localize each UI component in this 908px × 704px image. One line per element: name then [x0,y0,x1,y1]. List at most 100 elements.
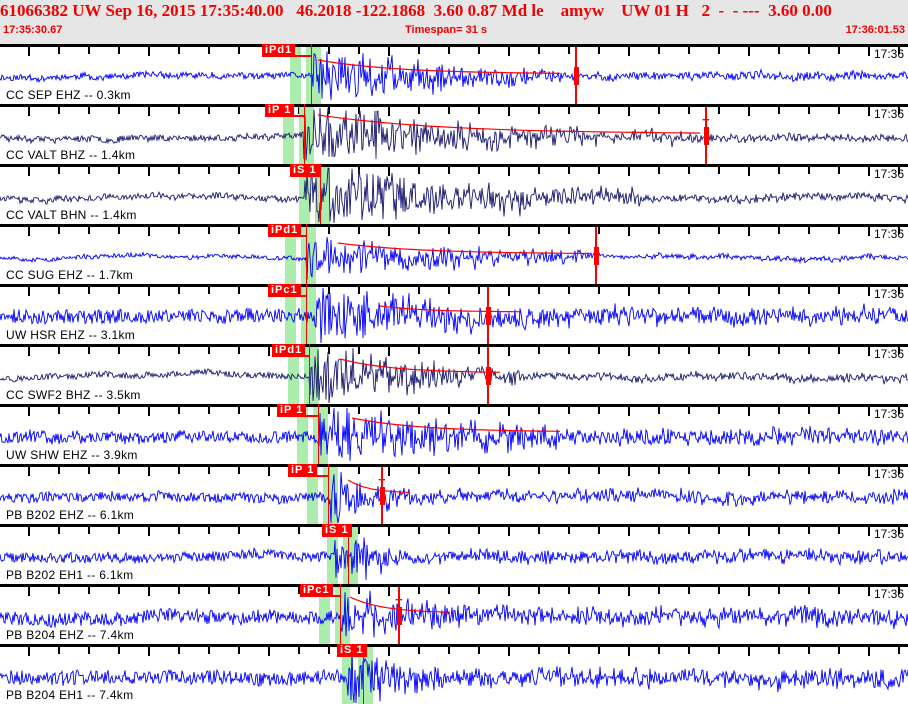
tick-mark [568,107,570,114]
coda-decay-line [379,305,520,313]
phase-pick-flag[interactable]: iPc1 [268,284,301,297]
pick-flag-underline [288,475,328,477]
tick-mark [118,587,120,594]
waveform-area[interactable]: + [0,587,908,644]
waveform-area[interactable] [0,167,908,224]
waveform-area[interactable] [0,647,908,704]
tick-mark [268,587,270,596]
coda-decay-line [317,59,561,74]
tick-mark [718,407,720,414]
phase-window-highlight [285,227,296,284]
phase-pick-line[interactable] [304,107,305,164]
tick-mark [658,287,660,294]
waveform-area[interactable] [0,227,908,284]
tick-mark [58,167,60,174]
tick-mark [88,587,90,594]
axis-time-label: 17:36 [873,407,904,421]
trace-row[interactable]: iS 1 PB B202 EH1 -- 6.1km 17:36 [0,524,908,584]
phase-pick-flag[interactable]: iP 1 [265,104,295,117]
phase-pick-flag[interactable]: iS 1 [337,644,367,657]
tick-mark [148,587,150,596]
phase-pick-line[interactable] [328,467,329,524]
coda-plus-icon: + [378,472,386,487]
tick-mark [418,167,420,174]
tick-mark [658,407,660,414]
tick-mark [238,227,240,234]
waveform-area[interactable] [0,347,908,404]
phase-pick-line[interactable] [340,587,341,644]
tick-mark [808,527,810,534]
phase-pick-line[interactable] [309,347,310,404]
trace-row[interactable]: iPc1 UW HSR EHZ -- 3.1km 17:36 [0,284,908,344]
waveform-area[interactable]: + [0,467,908,524]
trace-row[interactable]: iPd1 CC SWF2 BHZ -- 3.5km 17:36 [0,344,908,404]
phase-pick-line[interactable] [363,647,364,704]
trace-row[interactable]: iS 1 PB B204 EH1 -- 7.4km [0,644,908,704]
waveform-area[interactable] [0,47,908,104]
phase-pick-flag[interactable]: iS 1 [290,164,320,177]
tick-mark [658,167,660,174]
trace-row[interactable]: + iP 1 PB B202 EHZ -- 6.1km 17:36 [0,464,908,524]
phase-pick-flag[interactable]: iPd1 [262,44,296,57]
tick-mark [478,347,480,354]
waveform-area[interactable] [0,527,908,584]
tick-mark [58,347,60,354]
phase-pick-line[interactable] [306,287,307,344]
tick-mark [88,287,90,294]
tick-mark [58,107,60,114]
phase-pick-flag[interactable]: iP 1 [288,464,318,477]
pick-flag-underline [272,355,309,357]
trace-row[interactable]: iPd1 CC SUG EHZ -- 1.7km 17:36 [0,224,908,284]
trace-row[interactable]: + iP 1 CC VALT BHZ -- 1.4km 17:36 [0,104,908,164]
tick-mark [388,527,390,536]
phase-pick-line[interactable] [348,527,349,584]
waveform-area[interactable] [0,407,908,464]
tick-mark [658,527,660,534]
tick-mark [418,287,420,294]
tick-mark [598,467,600,474]
tick-mark [718,227,720,234]
tick-mark [448,587,450,594]
tick-mark [808,467,810,474]
trace-row[interactable]: iPd1 CC SEP EHZ -- 0.3km 17:36 [0,44,908,104]
phase-pick-flag[interactable]: iPc1 [300,584,333,597]
pick-flag-connector [328,464,329,477]
tick-mark [328,287,330,294]
pick-flag-connector [363,644,364,657]
tick-mark [568,287,570,294]
channel-label: CC SUG EHZ -- 1.7km [6,268,134,282]
tick-mark [448,47,450,54]
trace-row[interactable]: iS 1 CC VALT BHN -- 1.4km 17:36 [0,164,908,224]
tick-mark [898,227,900,234]
trace-axis-line [0,464,908,467]
tick-mark [748,227,750,236]
tick-mark [118,167,120,174]
phase-pick-line[interactable] [311,47,312,104]
tick-mark [358,287,360,294]
phase-pick-line[interactable] [320,167,321,224]
tick-mark [748,587,750,596]
phase-pick-flag[interactable]: iP 1 [277,404,307,417]
tick-mark [238,467,240,474]
tick-mark [238,407,240,414]
tick-mark [808,227,810,234]
tick-mark [238,587,240,594]
waveform-trace [0,472,908,524]
phase-pick-flag[interactable]: iS 1 [322,524,352,537]
tick-mark [208,587,210,594]
tick-mark [688,647,690,654]
tick-mark [208,47,210,54]
tick-mark [208,107,210,114]
tick-mark [868,47,870,56]
trace-row[interactable]: iP 1 UW SHW EHZ -- 3.9km 17:36 [0,404,908,464]
tick-mark [808,407,810,414]
phase-pick-line[interactable] [306,227,307,284]
tick-mark [508,167,510,176]
phase-pick-line[interactable] [318,407,319,464]
phase-pick-flag[interactable]: iPd1 [272,344,306,357]
trace-row[interactable]: + iPc1 PB B204 EHZ -- 7.4km 17:36 [0,584,908,644]
waveform-area[interactable] [0,287,908,344]
waveform-area[interactable]: + [0,107,908,164]
trace-panel[interactable]: iPd1 CC SEP EHZ -- 0.3km 17:36 + iP 1 CC VALT… [0,44,908,704]
phase-pick-flag[interactable]: iPd1 [268,224,302,237]
